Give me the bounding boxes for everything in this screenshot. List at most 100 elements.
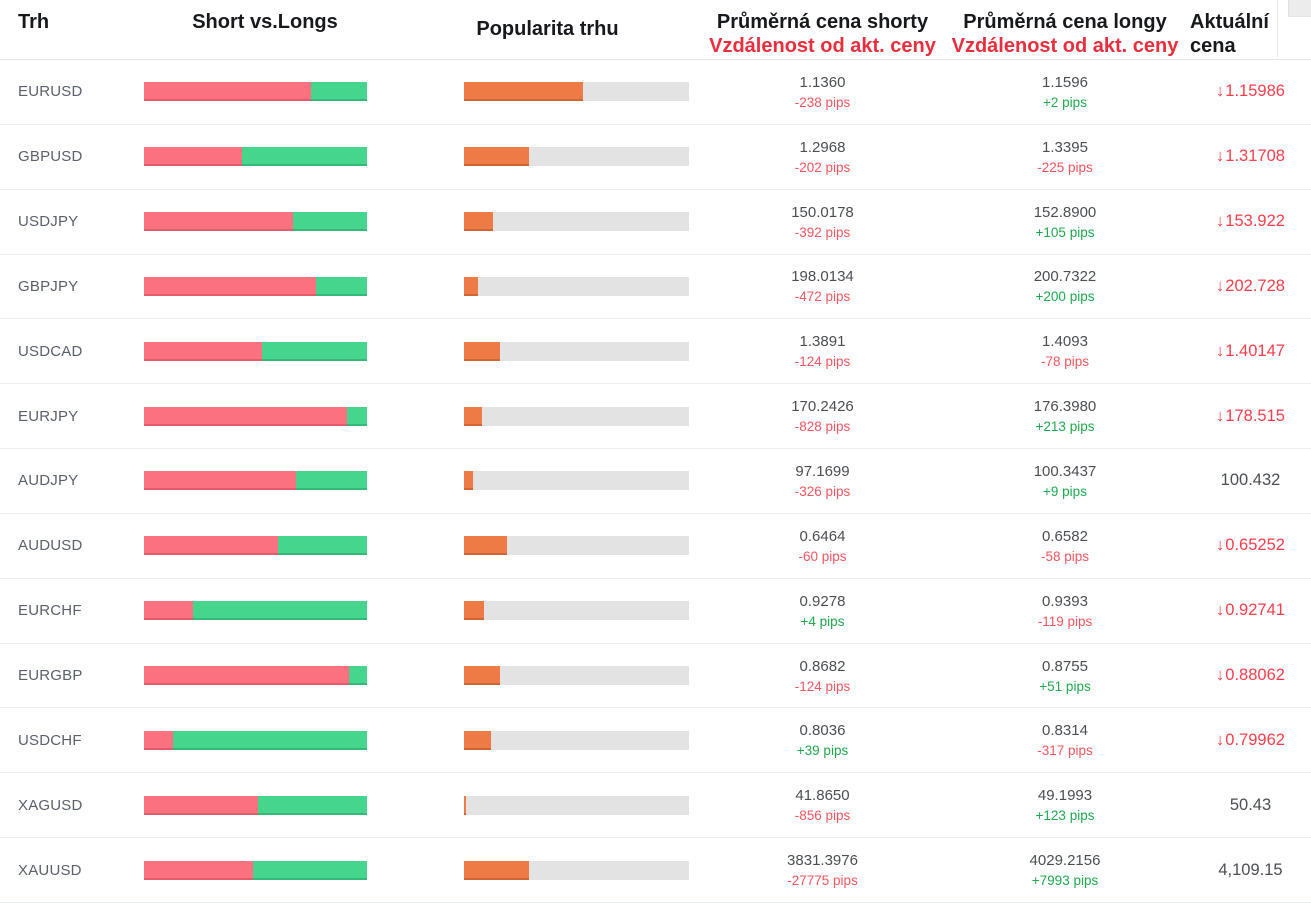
col-header-market: Trh <box>18 11 50 33</box>
current-price-value: 50.43 <box>1229 795 1272 814</box>
col-header-popularity: Popularita trhu <box>476 18 619 40</box>
avg-long-price: 0.6582 <box>1042 527 1088 545</box>
avg-long-price: 1.4093 <box>1042 333 1088 351</box>
avg-long-price: 49.1993 <box>1037 787 1093 805</box>
avg-short-price: 3831.3976 <box>787 852 858 870</box>
table-row: USDCAD 1.3891 -124 pips 1.4093 -78 pips … <box>0 319 1311 385</box>
popularity-fill <box>464 730 491 750</box>
table-row: AUDJPY 97.1699 -326 pips 100.3437 +9 pip… <box>0 449 1311 514</box>
col-header-short-vs-longs: Short vs.Longs <box>192 11 338 33</box>
current-price: ↓1.31708 <box>1190 147 1311 166</box>
table-row: XAGUSD 41.8650 -856 pips 49.1993 +123 pi… <box>0 773 1311 839</box>
market-label: AUDUSD <box>18 537 83 555</box>
short-distance: -326 pips <box>794 483 851 499</box>
avg-short-title: Průměrná cena shorty <box>716 11 929 33</box>
market-label: EURGBP <box>18 667 83 685</box>
short-distance: -60 pips <box>798 548 847 564</box>
current-title-line1: Aktuální <box>1190 11 1269 33</box>
table-row: EURUSD 1.1360 -238 pips 1.1596 +2 pips ↓… <box>0 60 1311 125</box>
current-price-value: 153.922 <box>1225 212 1285 231</box>
short-segment <box>144 276 316 296</box>
table-header: Trh Short vs.Longs Popularita trhu Průmě… <box>0 0 1311 60</box>
current-price-value: 0.65252 <box>1225 536 1285 555</box>
short-vs-long-bar <box>144 860 367 880</box>
down-arrow-icon: ↓ <box>1216 730 1225 749</box>
short-vs-long-bar <box>144 795 367 815</box>
current-price-value: 178.515 <box>1225 406 1285 425</box>
short-distance: -856 pips <box>794 808 851 824</box>
popularity-bar <box>464 406 689 426</box>
long-segment <box>242 147 367 167</box>
table-body: EURUSD 1.1360 -238 pips 1.1596 +2 pips ↓… <box>0 60 1311 903</box>
current-price: ↓0.88062 <box>1190 666 1311 685</box>
avg-long-price: 1.1596 <box>1042 73 1088 91</box>
short-vs-long-bar <box>144 276 367 296</box>
short-vs-long-bar <box>144 147 367 167</box>
down-arrow-icon: ↓ <box>1216 276 1225 295</box>
table-row: EURJPY 170.2426 -828 pips 176.3980 +213 … <box>0 384 1311 450</box>
avg-short-price: 0.9278 <box>799 592 846 610</box>
avg-long-price: 1.3395 <box>1042 138 1088 156</box>
popularity-fill <box>464 471 473 491</box>
avg-long-title: Průměrná cena longy <box>963 11 1167 33</box>
market-label: GBPJPY <box>18 277 79 295</box>
short-segment <box>144 212 294 232</box>
down-arrow-icon: ↓ <box>1216 82 1225 101</box>
current-price-value: 0.79962 <box>1225 730 1285 749</box>
long-distance: +105 pips <box>1035 224 1095 240</box>
avg-short-price: 0.8036 <box>799 722 846 740</box>
long-distance: +213 pips <box>1035 419 1095 435</box>
short-segment <box>144 860 254 880</box>
market-label: EURJPY <box>18 407 79 425</box>
short-vs-long-bar <box>144 471 367 491</box>
current-price: ↓1.40147 <box>1190 342 1311 361</box>
avg-long-price: 100.3437 <box>1033 462 1097 480</box>
market-label: USDCAD <box>18 342 83 360</box>
short-distance: +4 pips <box>800 613 845 629</box>
current-price: 100.432 <box>1190 471 1311 490</box>
current-price: 4,109.15 <box>1190 861 1311 880</box>
short-distance: -828 pips <box>794 419 851 435</box>
market-label: GBPUSD <box>18 148 83 166</box>
down-arrow-icon: ↓ <box>1216 147 1225 166</box>
down-arrow-icon: ↓ <box>1216 601 1225 620</box>
popularity-fill <box>464 795 467 815</box>
long-segment <box>262 341 367 361</box>
popularity-bar <box>464 341 689 361</box>
short-distance: -124 pips <box>794 354 851 370</box>
short-distance: -124 pips <box>794 678 851 694</box>
avg-long-price: 200.7322 <box>1033 268 1097 286</box>
short-distance: -202 pips <box>794 159 851 175</box>
long-distance: +7993 pips <box>1031 873 1099 889</box>
short-segment <box>144 406 347 426</box>
current-price: ↓1.15986 <box>1190 82 1311 101</box>
table-row: USDCHF 0.8036 +39 pips 0.8314 -317 pips … <box>0 708 1311 774</box>
short-distance: -27775 pips <box>787 873 858 889</box>
popularity-fill <box>464 212 494 232</box>
avg-short-price: 97.1699 <box>795 462 850 480</box>
popularity-fill <box>464 860 530 880</box>
long-segment <box>349 666 367 686</box>
avg-long-price: 4029.2156 <box>1029 852 1101 870</box>
short-distance: +39 pips <box>796 743 849 759</box>
table-row: GBPJPY 198.0134 -472 pips 200.7322 +200 … <box>0 254 1311 320</box>
long-distance: -119 pips <box>1037 613 1093 629</box>
popularity-fill <box>464 536 507 556</box>
short-vs-long-bar <box>144 730 367 750</box>
avg-long-price: 152.8900 <box>1033 203 1097 221</box>
avg-long-price: 0.8755 <box>1042 657 1088 675</box>
scrollbar-corner <box>1288 0 1311 17</box>
short-vs-long-bar <box>144 536 367 556</box>
market-label: XAGUSD <box>18 796 83 814</box>
short-segment <box>144 341 263 361</box>
col-header-current-price: Aktuální cena <box>1190 10 1311 58</box>
short-segment <box>144 536 278 556</box>
long-distance: -58 pips <box>1040 548 1090 564</box>
short-segment <box>144 82 312 102</box>
long-segment <box>257 795 367 815</box>
popularity-bar <box>464 860 689 880</box>
popularity-fill <box>464 406 482 426</box>
market-label: AUDJPY <box>18 472 79 490</box>
long-distance: +9 pips <box>1043 483 1087 499</box>
current-price: ↓0.79962 <box>1190 731 1311 750</box>
